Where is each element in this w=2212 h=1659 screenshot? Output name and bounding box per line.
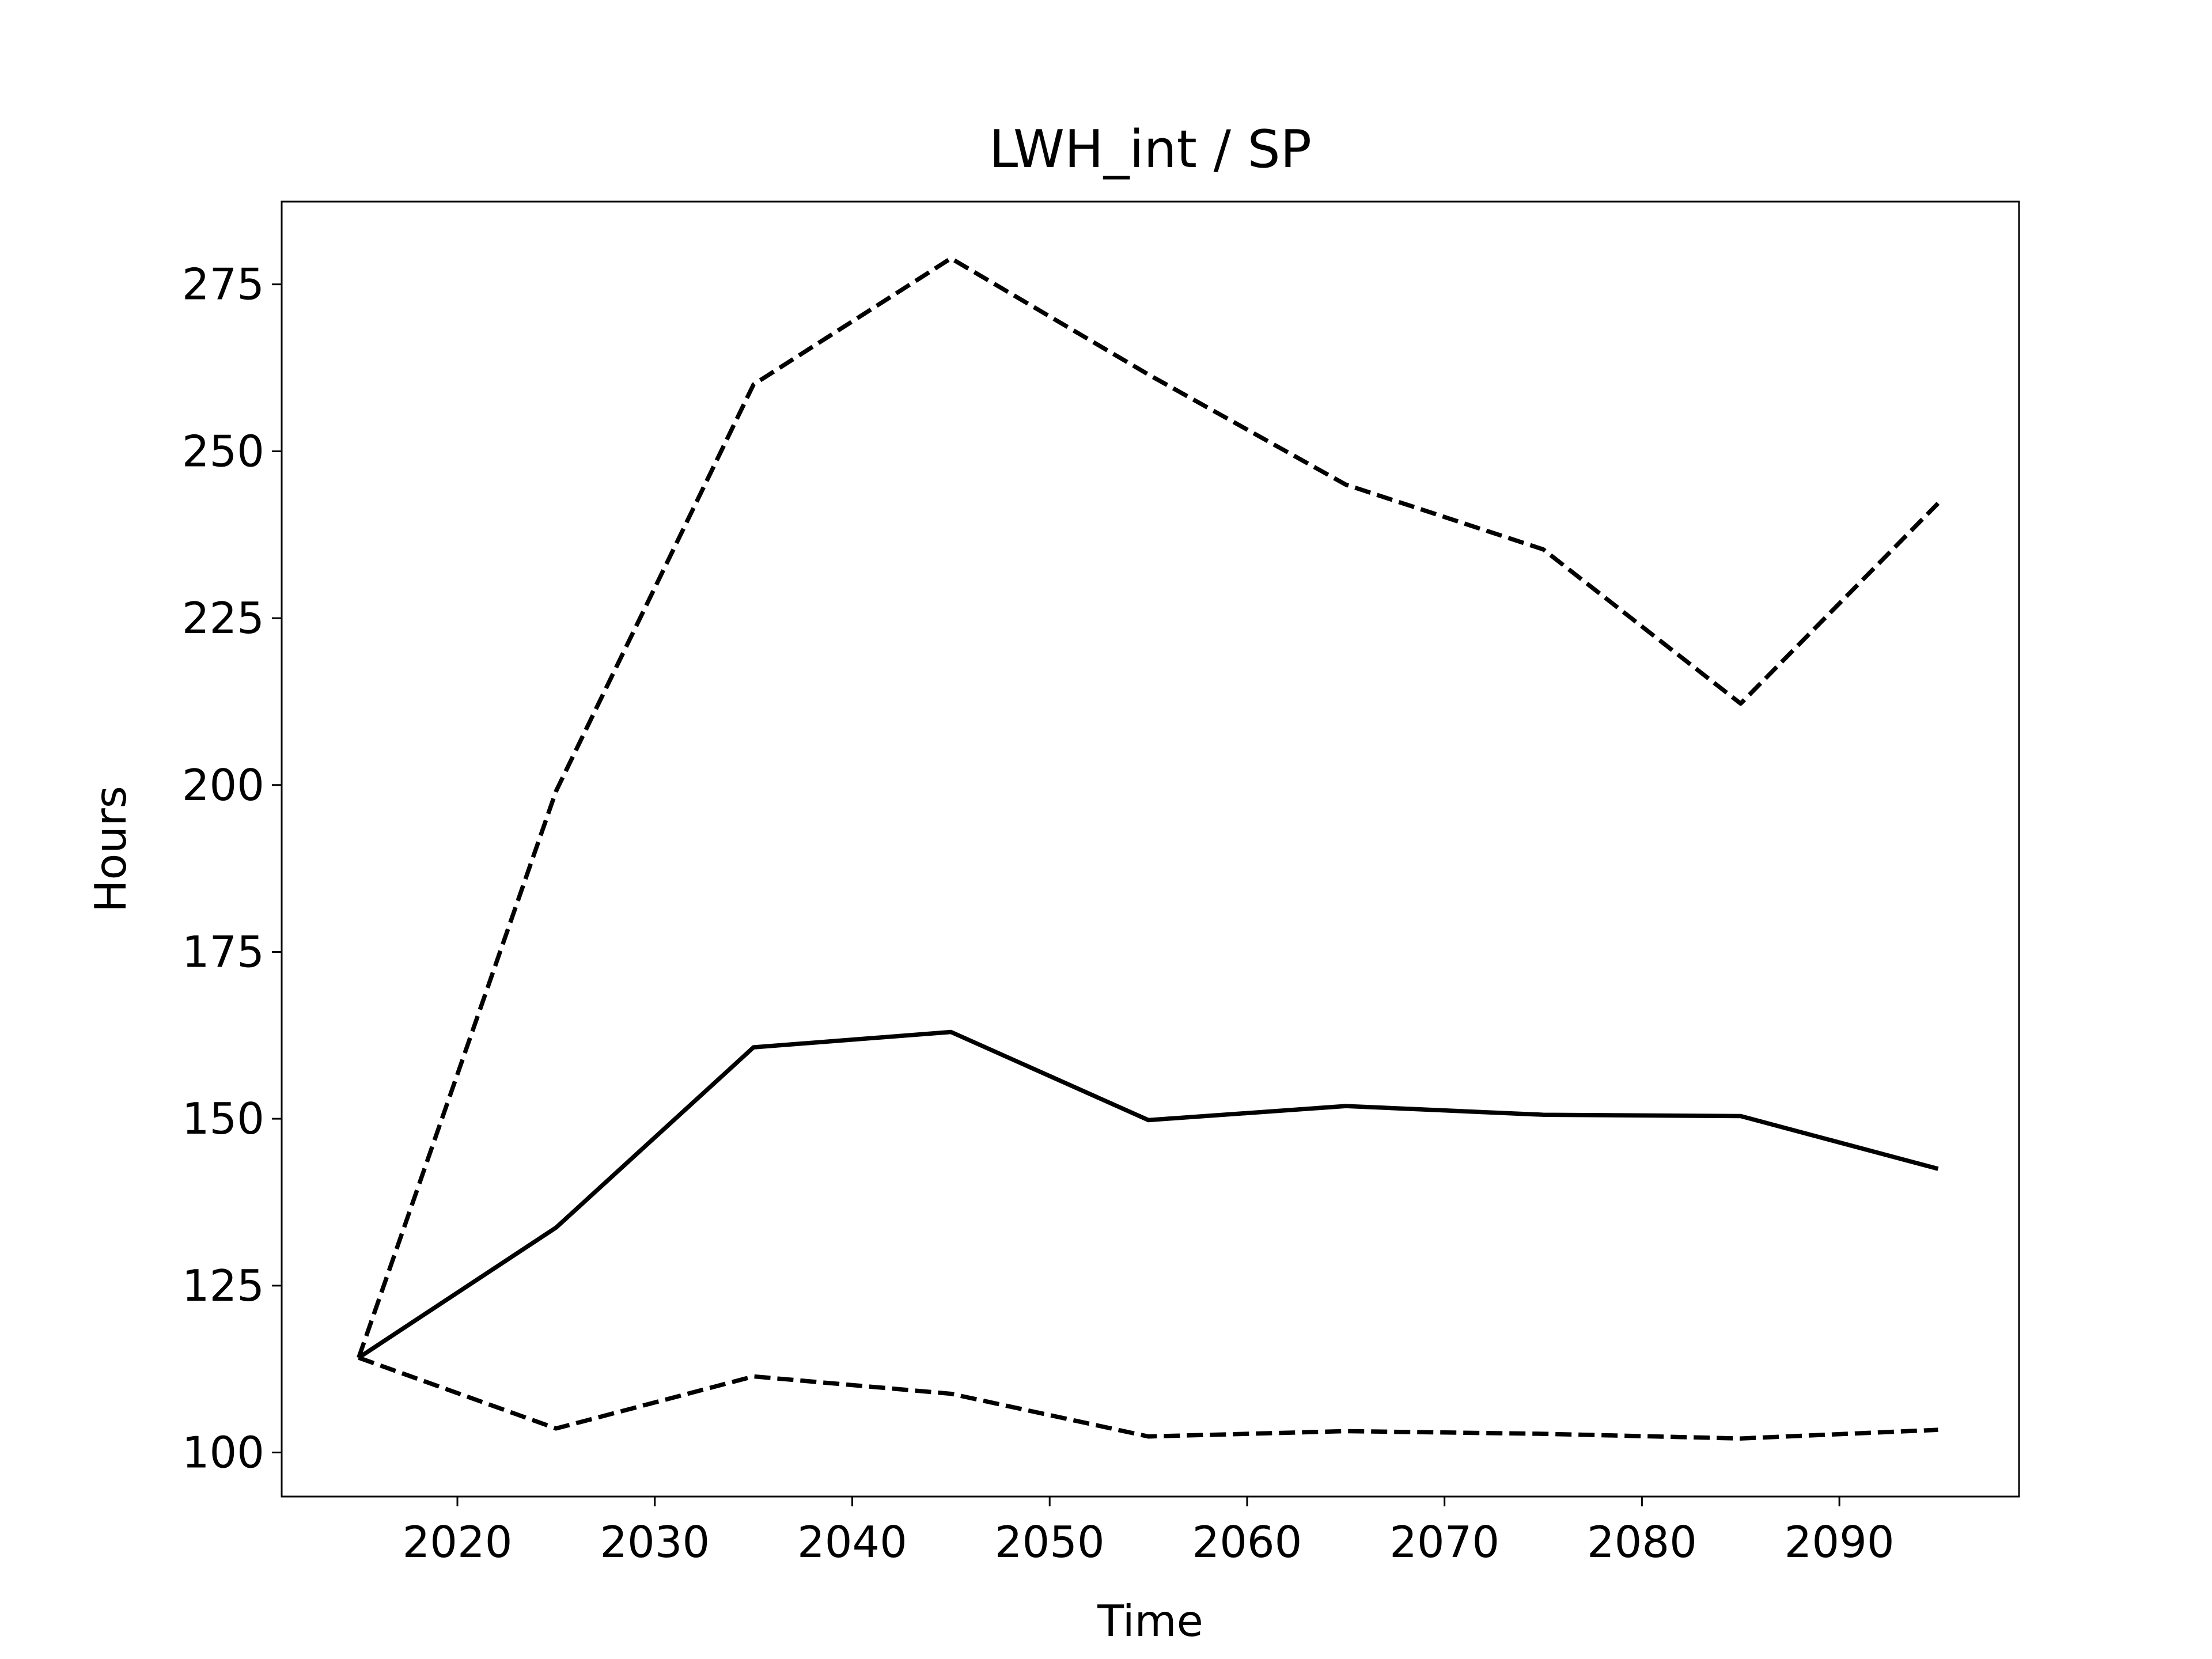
y-axis-label: Hours	[85, 786, 136, 912]
x-axis-label: Time	[1097, 1596, 1203, 1646]
series-line	[357, 1029, 1939, 1360]
y-tick-label: 125	[182, 1260, 264, 1311]
y-tick-label: 225	[182, 593, 264, 643]
x-tick-label: 2070	[1389, 1517, 1499, 1567]
y-tick-label: 275	[182, 259, 264, 310]
x-tick-label: 2060	[1192, 1517, 1302, 1567]
x-tick-label: 2080	[1587, 1517, 1697, 1567]
x-tick-label: 2090	[1785, 1517, 1895, 1567]
y-tick-label: 100	[182, 1427, 264, 1478]
y-tick-label: 150	[182, 1093, 264, 1144]
y-tick-label: 175	[182, 926, 264, 977]
plot-frame	[281, 200, 2020, 1498]
x-tick-label: 2050	[995, 1517, 1105, 1567]
chart-title: LWH_int / SP	[989, 119, 1312, 180]
y-tick-label: 250	[182, 426, 264, 476]
x-tick-label: 2030	[600, 1517, 710, 1567]
y-tick-label: 200	[182, 760, 264, 810]
x-tick-label: 2020	[403, 1517, 513, 1567]
x-tick-label: 2040	[797, 1517, 907, 1567]
series-line	[357, 256, 1940, 1359]
series-line	[358, 1355, 1938, 1441]
